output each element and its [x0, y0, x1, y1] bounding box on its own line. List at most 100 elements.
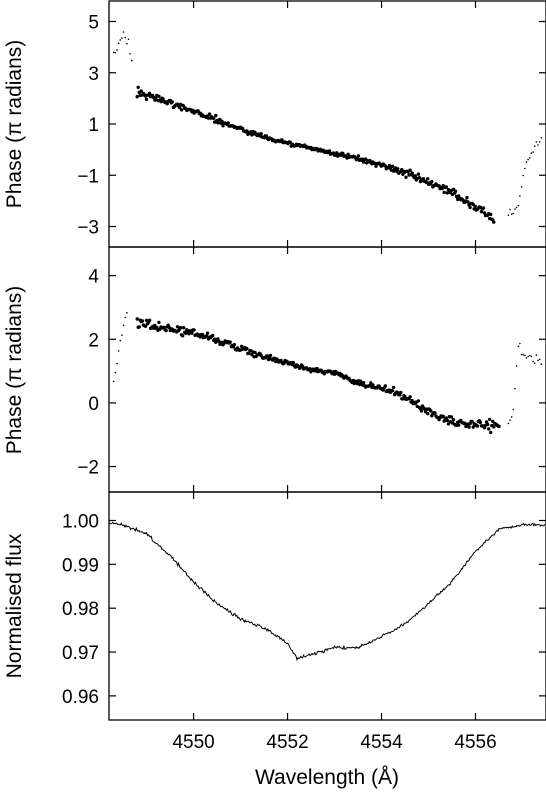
data-point	[190, 331, 194, 335]
data-point	[126, 42, 128, 45]
data-point	[369, 381, 373, 385]
y-tick-label: 1	[88, 115, 99, 136]
data-point	[401, 172, 405, 176]
data-point	[408, 395, 412, 399]
data-point	[356, 154, 361, 158]
data-point	[468, 205, 472, 210]
data-point	[517, 345, 520, 348]
flux-plot-area	[108, 521, 546, 662]
y-tick-label: 3	[88, 64, 99, 85]
data-point	[204, 334, 209, 338]
data-point	[475, 424, 479, 428]
data-point	[445, 418, 449, 423]
data-point	[117, 350, 120, 352]
data-point	[119, 339, 122, 342]
middle-y-axis: 4 2 0 −2	[77, 247, 546, 492]
data-point	[232, 343, 237, 347]
data-point	[129, 53, 131, 55]
data-point	[426, 411, 430, 416]
data-point	[155, 325, 159, 330]
data-point	[410, 171, 414, 175]
data-point	[164, 328, 168, 333]
data-point	[226, 121, 230, 125]
data-point	[441, 414, 445, 418]
data-point	[515, 206, 518, 209]
data-point	[524, 354, 526, 357]
data-point	[509, 419, 511, 421]
x-tick-label: 4556	[454, 732, 496, 753]
top-phase-plot-area	[112, 31, 543, 224]
data-point	[121, 37, 123, 39]
data-point	[116, 362, 118, 365]
flux-panel-frame	[108, 491, 546, 721]
top-y-axis-title: Phase (π radians)	[3, 40, 26, 209]
data-point	[419, 409, 424, 413]
data-point	[457, 423, 461, 427]
x-tick-label: 4550	[172, 732, 214, 753]
data-point	[497, 424, 501, 429]
data-point	[147, 318, 152, 322]
data-point	[212, 116, 216, 121]
data-point	[383, 384, 387, 388]
y-tick-label: 0.97	[62, 643, 99, 664]
data-point	[391, 385, 396, 390]
data-point	[537, 144, 539, 146]
data-point	[178, 325, 183, 330]
data-point	[538, 358, 541, 361]
data-point	[131, 59, 133, 62]
flux-panel: 1.00 0.99 0.98 0.97 0.96 4550 4552 4554 4556 No…	[3, 491, 546, 789]
data-point	[182, 326, 186, 330]
data-point	[492, 220, 496, 224]
data-point	[184, 331, 188, 335]
data-point	[429, 409, 433, 413]
data-point	[487, 427, 491, 431]
data-point	[139, 89, 143, 93]
y-tick-label: 4	[88, 267, 99, 288]
data-point	[119, 39, 122, 41]
data-point	[112, 51, 115, 54]
y-tick-label: 0.96	[62, 687, 99, 708]
data-point	[161, 97, 165, 101]
flux-line	[108, 521, 546, 662]
y-tick-label: 5	[88, 13, 99, 34]
y-tick-label: 1.00	[62, 512, 99, 533]
data-point	[507, 214, 510, 217]
data-point	[245, 346, 249, 351]
data-point	[481, 206, 486, 210]
data-point	[540, 137, 543, 139]
data-point	[122, 31, 125, 33]
data-point	[507, 422, 510, 425]
data-point	[522, 174, 524, 177]
data-point	[253, 350, 257, 355]
data-point	[159, 99, 163, 104]
data-point	[519, 342, 521, 345]
data-point	[399, 390, 403, 395]
top-phase-panel: 5 3 1 −1 −3 Phase (π radians)	[3, 0, 546, 248]
data-point	[140, 319, 145, 323]
data-point	[446, 188, 451, 192]
data-point	[442, 419, 446, 423]
data-point	[533, 145, 536, 147]
flux-y-axis-title: Normalised flux	[3, 533, 26, 678]
data-point	[135, 95, 139, 99]
data-point	[470, 419, 474, 424]
data-point	[221, 124, 225, 128]
y-tick-label: −3	[77, 218, 99, 239]
data-point	[482, 211, 487, 215]
data-point	[300, 364, 305, 368]
data-point	[403, 394, 407, 399]
x-tick-label: 4554	[360, 732, 403, 753]
data-point	[124, 36, 126, 39]
data-point	[519, 195, 521, 197]
data-point	[535, 141, 538, 143]
data-point	[535, 354, 538, 356]
data-point	[442, 190, 446, 195]
data-point	[527, 158, 529, 161]
data-point	[228, 340, 232, 344]
data-point	[374, 164, 378, 168]
data-point	[121, 334, 123, 337]
data-point	[532, 151, 534, 153]
data-point	[147, 91, 152, 96]
data-point	[126, 312, 128, 314]
data-point	[416, 172, 421, 176]
